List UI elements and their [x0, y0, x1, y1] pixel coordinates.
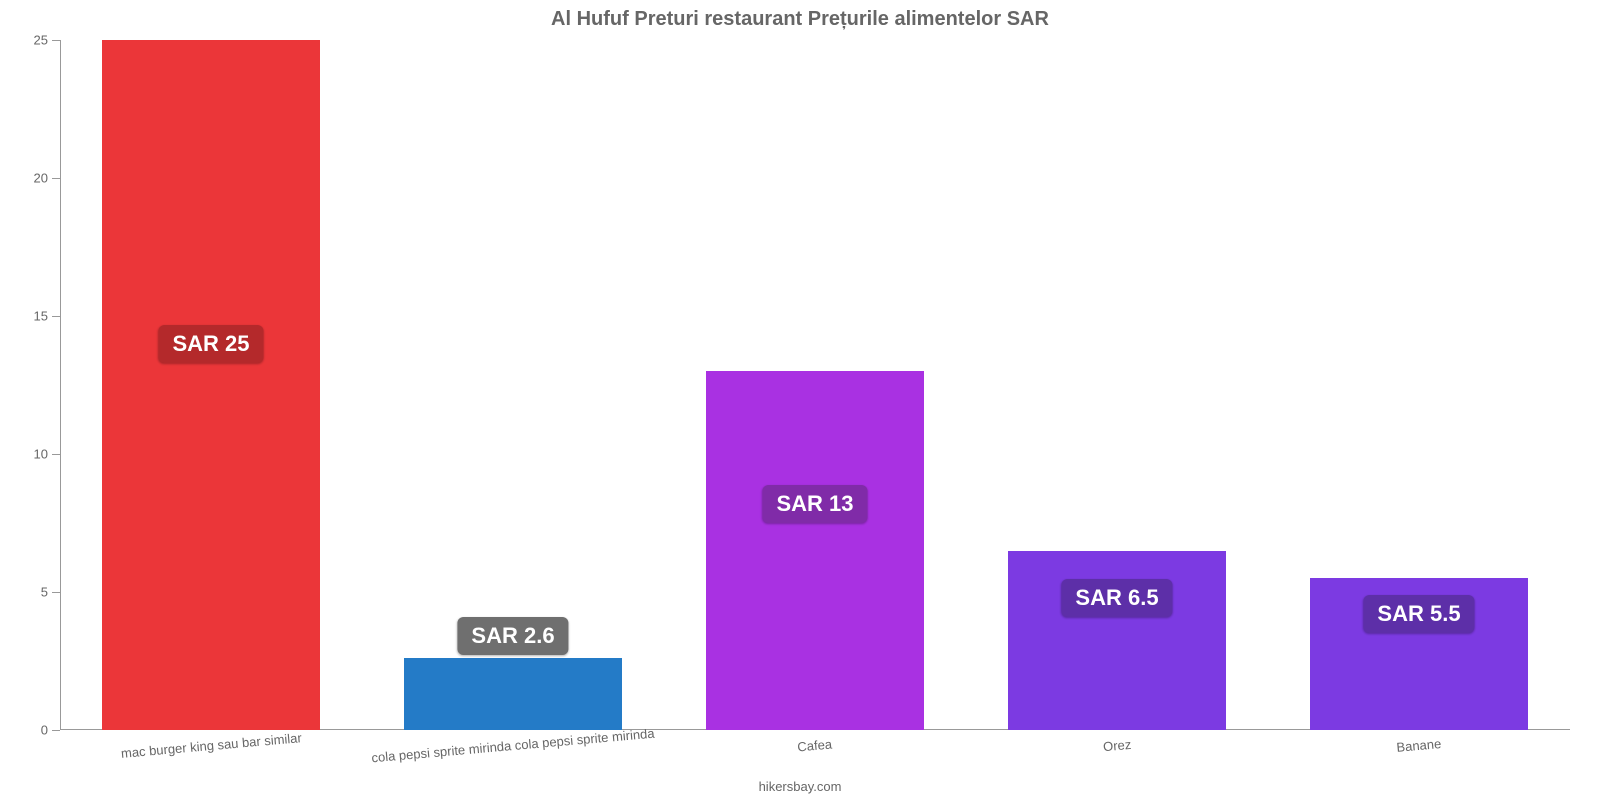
y-tick-label: 0 [41, 723, 60, 738]
bar-value-label: SAR 25 [158, 325, 263, 363]
y-tick-label: 15 [34, 309, 60, 324]
chart-title: Al Hufuf Preturi restaurant Prețurile al… [0, 8, 1600, 31]
bar-value-label: SAR 2.6 [457, 617, 568, 655]
y-tick-label: 25 [34, 33, 60, 48]
bar [1008, 551, 1225, 730]
y-tick-label: 10 [34, 447, 60, 462]
plot-area: 0510152025 SAR 25SAR 2.6SAR 13SAR 6.5SAR… [60, 40, 1570, 730]
x-tick-label: Orez [1102, 737, 1131, 754]
x-tick-label: cola pepsi sprite mirinda cola pepsi spr… [371, 726, 655, 766]
credits-label: hikersbay.com [0, 779, 1600, 794]
bars-container: SAR 25 SAR 2.6 SAR 13 SAR 6.5 SAR 5.5 [60, 40, 1570, 730]
bar [706, 371, 923, 730]
x-tick-label: mac burger king sau bar similar [120, 730, 302, 761]
x-tick-label: Banane [1396, 736, 1442, 755]
bar-value-label: SAR 6.5 [1061, 579, 1172, 617]
y-tick-label: 5 [41, 585, 60, 600]
bar [404, 658, 621, 730]
price-bar-chart: Al Hufuf Preturi restaurant Prețurile al… [0, 0, 1600, 800]
bar-value-label: SAR 5.5 [1363, 595, 1474, 633]
bar [102, 40, 319, 730]
x-tick-label: Cafea [797, 737, 833, 755]
y-tick-label: 20 [34, 171, 60, 186]
bar-value-label: SAR 13 [762, 485, 867, 523]
